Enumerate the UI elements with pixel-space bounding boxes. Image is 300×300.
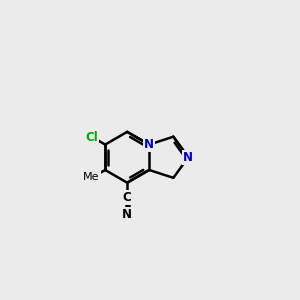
- Text: N: N: [144, 138, 154, 151]
- Text: N: N: [183, 151, 193, 164]
- Text: C: C: [123, 191, 132, 204]
- Text: N: N: [122, 208, 132, 221]
- Text: Me: Me: [83, 172, 100, 182]
- Text: Cl: Cl: [86, 130, 99, 144]
